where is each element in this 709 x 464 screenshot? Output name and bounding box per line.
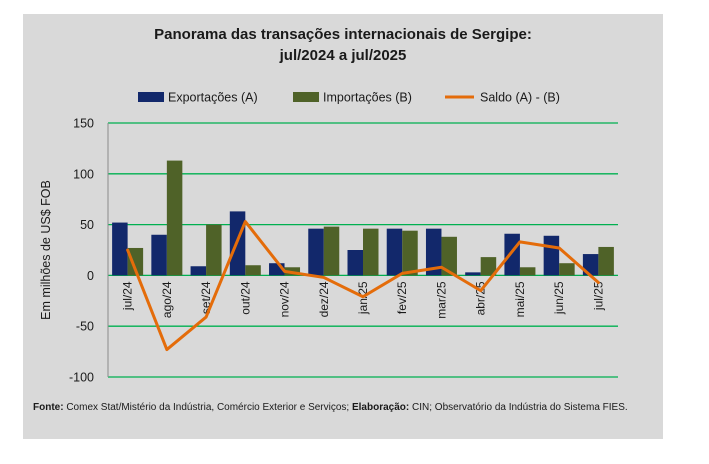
x-tick-label: jul/24 <box>121 281 135 311</box>
bar-importacoes <box>402 230 418 276</box>
bar-exportacoes <box>347 250 363 276</box>
bar-importacoes <box>480 257 497 276</box>
bar-importacoes <box>245 265 261 276</box>
chart-title: Panorama das transações internacionais d… <box>23 24 663 66</box>
x-tick-label: set/24 <box>199 281 213 314</box>
bar-importacoes <box>559 263 575 276</box>
elaboration-text: CIN; Observatório da Indústria do Sistem… <box>409 402 628 413</box>
bar-importacoes <box>441 236 457 276</box>
x-tick-label: jul/25 <box>591 281 605 311</box>
legend-saldo-label: Saldo (A) - (B) <box>480 91 560 105</box>
y-tick-label: -50 <box>76 320 94 334</box>
legend-exportacoes-label: Exportações (A) <box>168 91 258 105</box>
x-tick-label: out/24 <box>238 281 252 315</box>
legend-importacoes-swatch <box>293 92 319 102</box>
x-tick-label: mar/25 <box>434 281 448 319</box>
x-tick-label: nov/24 <box>278 281 292 317</box>
bar-importacoes <box>363 228 379 276</box>
chart-title-line-2: jul/2024 a jul/2025 <box>279 47 407 64</box>
bar-exportacoes <box>151 234 167 276</box>
bar-exportacoes <box>190 266 207 276</box>
y-tick-label: 100 <box>73 167 94 181</box>
x-tick-label: fev/25 <box>395 281 409 314</box>
source-label: Fonte: <box>33 402 64 413</box>
bar-exportacoes <box>582 254 599 276</box>
legend-exportacoes-swatch <box>138 92 164 102</box>
bar-exportacoes <box>386 228 403 276</box>
bar-exportacoes <box>465 272 481 276</box>
y-tick-label: 50 <box>80 218 94 232</box>
legend-importacoes-label: Importações (B) <box>323 91 412 105</box>
y-tick-label: 150 <box>73 117 94 131</box>
line-saldo <box>126 220 600 352</box>
bar-importacoes <box>519 267 536 276</box>
y-tick-label: 0 <box>87 269 94 283</box>
elaboration-label: Elaboração: <box>351 402 410 413</box>
bar-importacoes <box>598 246 614 276</box>
chart-title-line-1: Panorama das transações internacionais d… <box>154 26 532 43</box>
bar-importacoes <box>127 247 144 276</box>
bar-importacoes <box>323 226 340 276</box>
bar-exportacoes <box>543 235 560 276</box>
chart-panel <box>23 14 663 439</box>
bar-exportacoes <box>308 228 324 276</box>
bar-exportacoes <box>425 228 442 276</box>
source-note: Fonte: Comex Stat/Mistério da Indústria,… <box>33 401 658 415</box>
bar-importacoes <box>206 224 222 276</box>
source-text: Comex Stat/Mistério da Indústria, Comérc… <box>63 402 352 413</box>
y-tick-label: -100 <box>69 371 94 385</box>
x-tick-label: jun/25 <box>552 281 566 315</box>
x-tick-label: dez/24 <box>317 281 331 317</box>
x-tick-label: mai/25 <box>513 281 527 317</box>
bar-exportacoes <box>112 222 128 276</box>
y-axis-label: Em milhões de US$ FOB <box>39 180 53 320</box>
bar-importacoes <box>166 160 183 276</box>
x-tick-label: ago/24 <box>160 281 174 318</box>
bar-exportacoes <box>504 233 520 276</box>
